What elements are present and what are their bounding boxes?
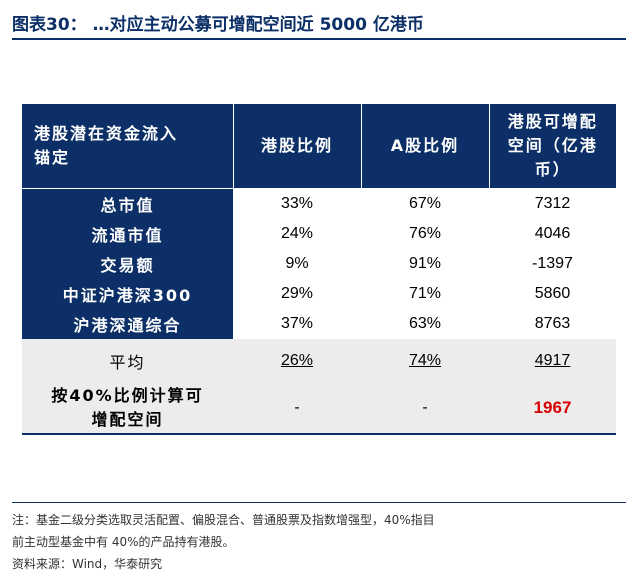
header-space-line1: 港股可增配 [507, 112, 598, 131]
space-cell: -1397 [532, 255, 573, 272]
figure-title: 图表30： …对应主动公募可增配空间近 5000 亿港币 [12, 6, 626, 40]
note-line1: 注：基金二级分类选取灵活配置、偏股混合、普通股票及指数增强型，40%指目 [12, 513, 435, 527]
row-label: 沪港深通综合 [22, 309, 233, 339]
figure-title-text: …对应主动公募可增配空间近 5000 亿港币 [92, 14, 424, 35]
average-a-cell: 74% [361, 339, 489, 383]
row-label: 总市值 [22, 188, 233, 219]
table-header-row: 港股潜在资金流入 锚定 港股比例 A股比例 港股可增配 空间（亿港 币） [22, 104, 616, 189]
a-ratio-cell: 63% [408, 315, 442, 332]
space-cell: 8763 [534, 315, 571, 332]
average-row: 平均 26% 74% 4917 [22, 339, 616, 383]
header-hk-ratio: 港股比例 [232, 104, 361, 189]
space-cell: 7312 [489, 188, 616, 219]
header-anchor-line2: 锚定 [34, 148, 71, 167]
header-anchor: 港股潜在资金流入 锚定 [22, 104, 233, 189]
average-space-cell: 4917 [489, 339, 616, 383]
hk-ratio-cell: 37% [280, 315, 314, 332]
hk-ratio-cell: 9% [285, 255, 309, 272]
hk-ratio-cell: 33% [233, 188, 361, 219]
header-space-line3: 币） [534, 160, 571, 179]
row-label: 流通市值 [22, 219, 233, 249]
average-hk-cell: 26% [233, 339, 361, 383]
table-row: 沪港深通综合 37% 63% 8763 [22, 309, 616, 339]
allocation-table: 港股潜在资金流入 锚定 港股比例 A股比例 港股可增配 空间（亿港 币） 总市值… [22, 104, 616, 435]
average-hk-value: 26% [280, 352, 314, 369]
note-line2: 前主动型基金中有 40%的产品持有港股。 [12, 535, 235, 549]
figure-number: 图表30： [12, 14, 87, 35]
table-row: 总市值 33% 67% 7312 [22, 188, 616, 219]
hk-ratio-cell: 29% [280, 285, 314, 302]
calc-hk-cell: - [233, 383, 361, 435]
calc-space-cell: 1967 [489, 383, 616, 435]
calc-label-line1: 按40%比例计算可 [51, 386, 204, 405]
header-allocation-space: 港股可增配 空间（亿港 币） [488, 104, 616, 189]
table-row: 交易额 9% 91% -1397 [22, 249, 616, 279]
a-ratio-cell: 76% [408, 225, 442, 242]
average-label: 平均 [22, 339, 233, 383]
row-label: 交易额 [22, 249, 233, 279]
a-ratio-cell: 67% [361, 188, 489, 219]
average-space-value: 4917 [534, 352, 571, 369]
header-anchor-line1: 港股潜在资金流入 [34, 124, 179, 143]
hk-ratio-cell: 24% [280, 225, 314, 242]
calc-row: 按40%比例计算可 增配空间 - - 1967 [22, 383, 616, 435]
table-row: 中证沪港深300 29% 71% 5860 [22, 279, 616, 309]
header-space-line2: 空间（亿港 [507, 136, 598, 155]
source-line: 资料来源：Wind，华泰研究 [12, 557, 163, 571]
a-ratio-cell: 71% [408, 285, 442, 302]
space-cell: 4046 [534, 225, 571, 242]
space-cell: 5860 [534, 285, 571, 302]
calc-space-value: 1967 [533, 398, 572, 417]
average-a-value: 74% [408, 352, 442, 369]
row-label: 中证沪港深300 [22, 279, 233, 309]
a-ratio-cell: 91% [408, 255, 442, 272]
table-row: 流通市值 24% 76% 4046 [22, 219, 616, 249]
calc-label-line2: 增配空间 [91, 410, 164, 429]
calc-a-cell: - [361, 383, 489, 435]
header-a-ratio: A股比例 [360, 104, 489, 189]
calc-label: 按40%比例计算可 增配空间 [22, 383, 233, 435]
footnotes: 注：基金二级分类选取灵活配置、偏股混合、普通股票及指数增强型，40%指目 前主动… [12, 502, 626, 575]
